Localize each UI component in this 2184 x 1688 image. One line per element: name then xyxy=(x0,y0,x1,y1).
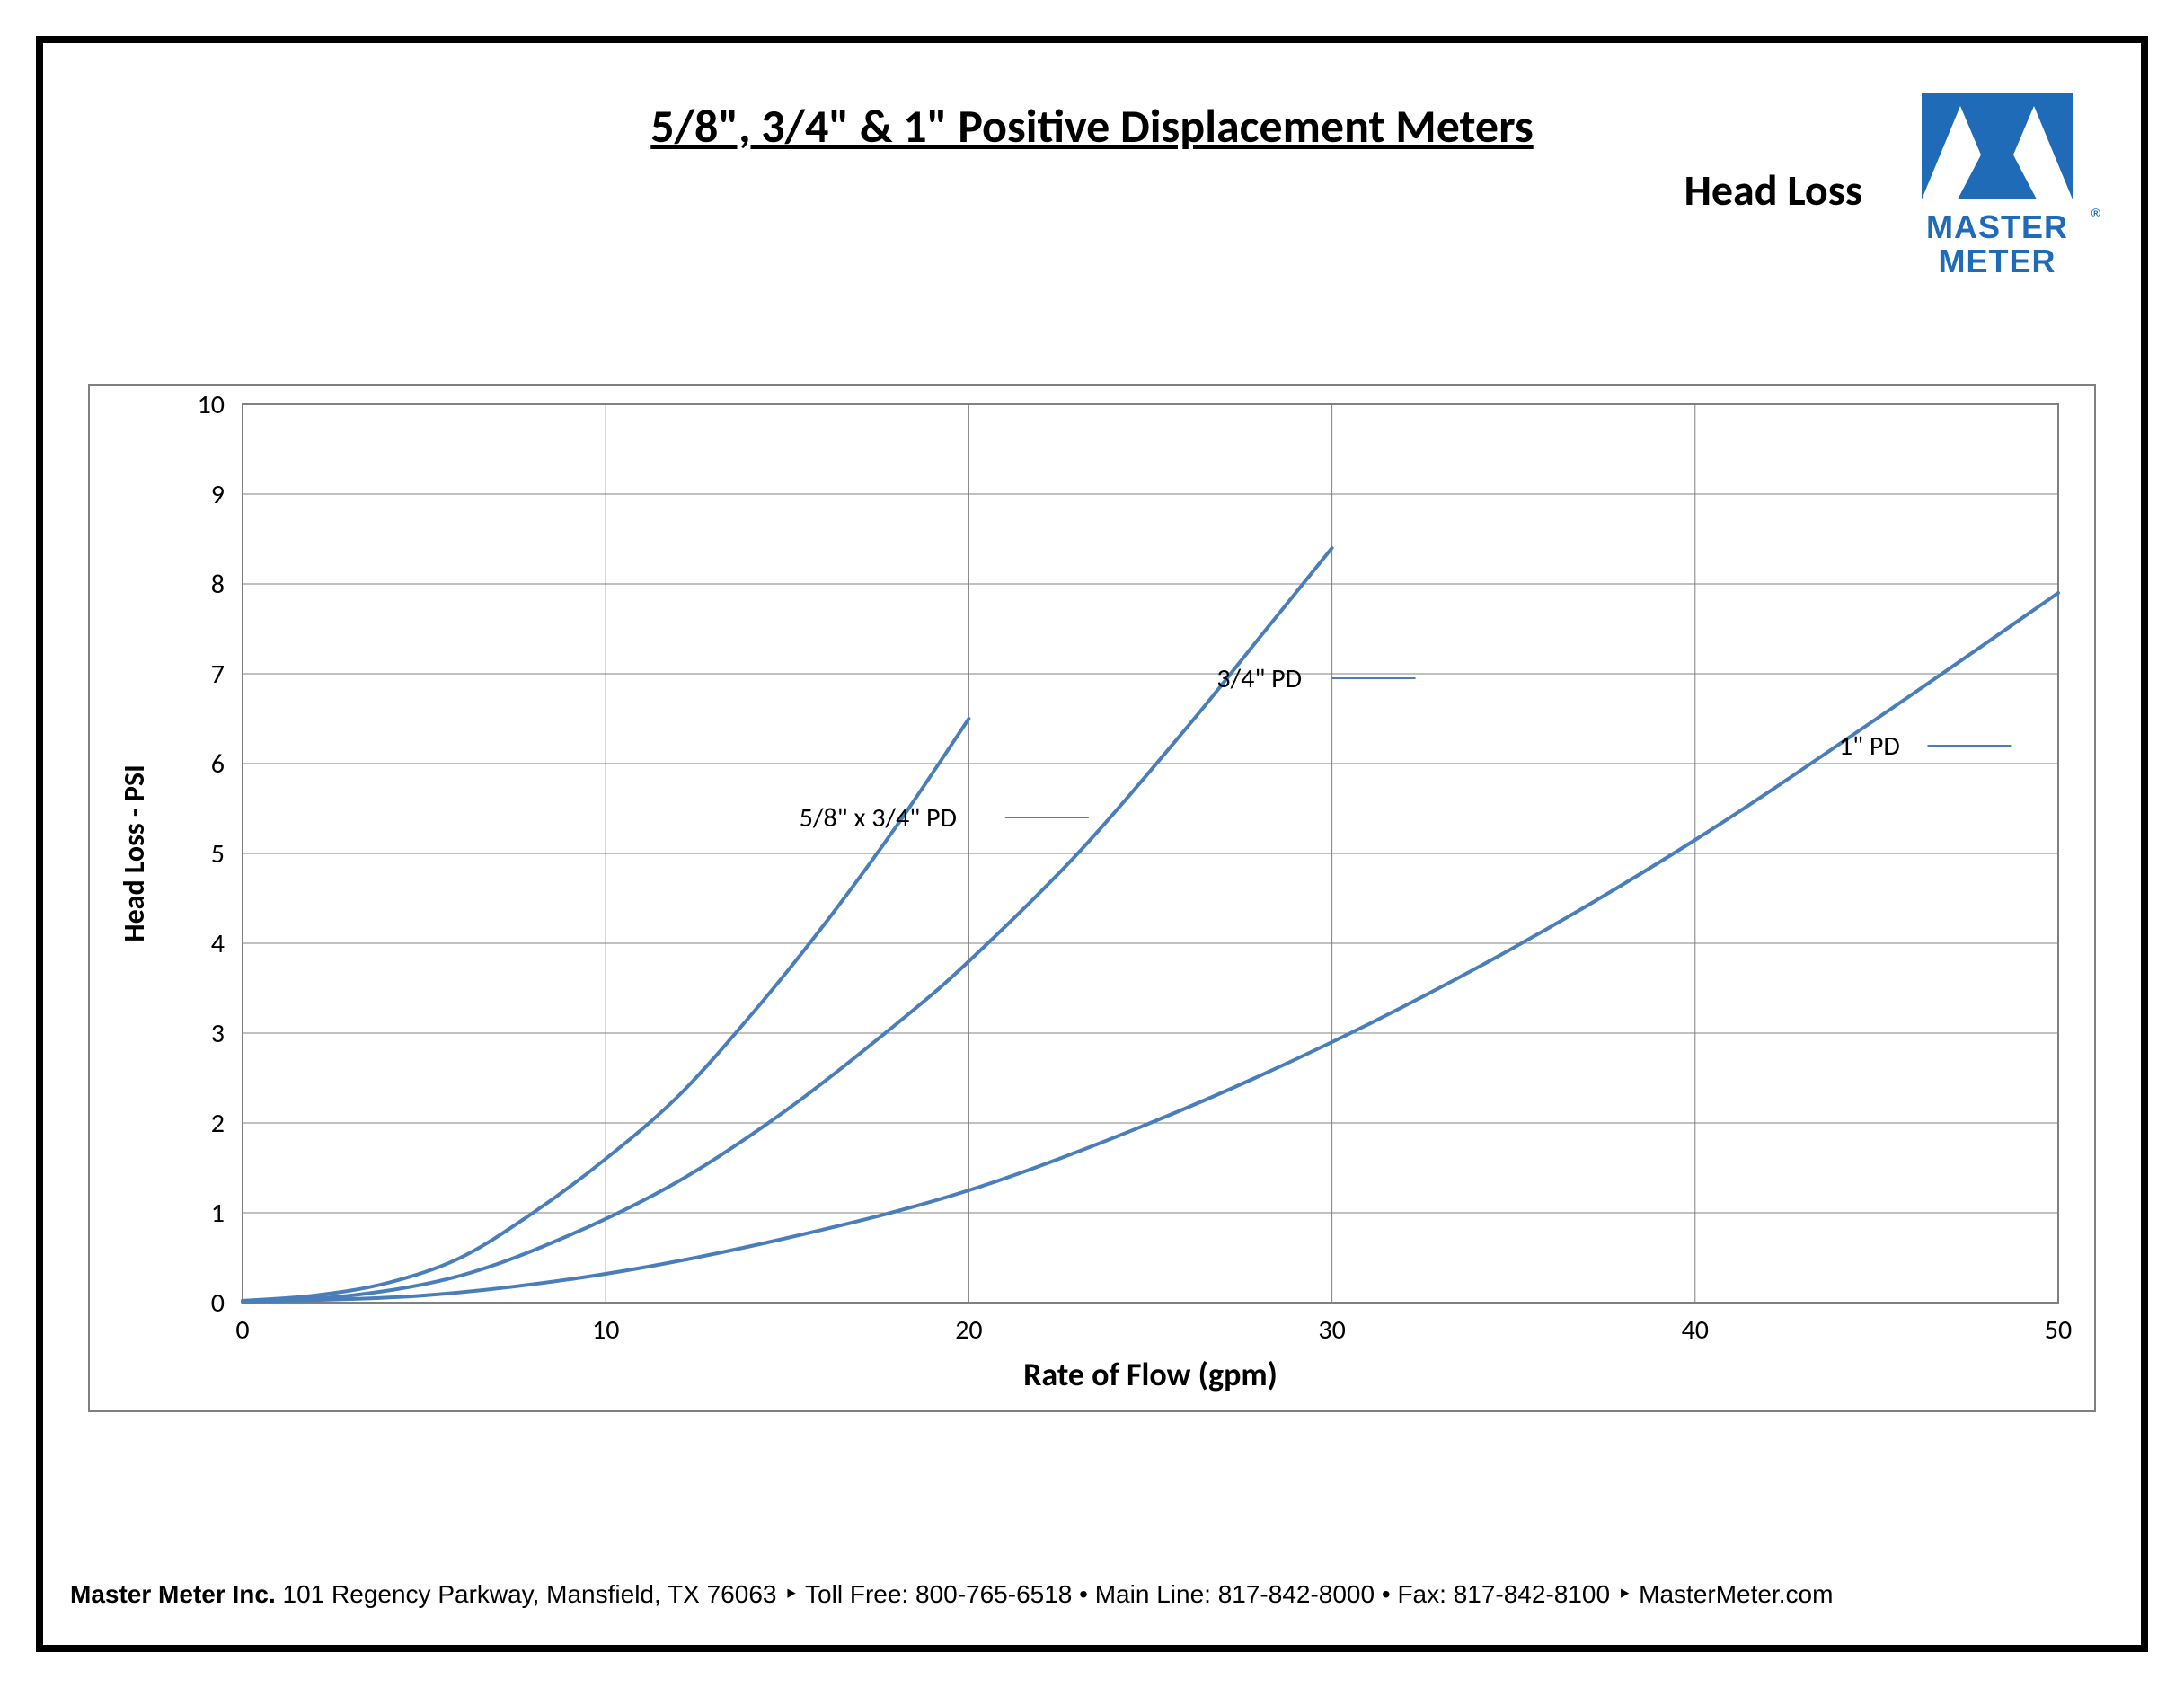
footer-bullet1: • xyxy=(1079,1580,1095,1608)
logo-icon xyxy=(1916,88,2078,205)
y-tick-label: 9 xyxy=(211,478,225,511)
y-tick-label: 10 xyxy=(198,388,225,421)
series-label: 1" PD xyxy=(1839,729,1900,763)
y-tick-label: 3 xyxy=(211,1017,225,1050)
y-tick-label: 4 xyxy=(211,927,225,960)
footer-bullet2: • xyxy=(1382,1580,1398,1608)
document-frame: 5/8", 3/4" & 1" Positive Displacement Me… xyxy=(36,36,2148,1652)
y-tick-label: 0 xyxy=(211,1286,225,1320)
footer-sep2: ‣ xyxy=(1617,1580,1639,1608)
footer-website: MasterMeter.com xyxy=(1639,1580,1833,1608)
footer-mainline-label: Main Line: xyxy=(1095,1580,1211,1608)
logo-text: ® MASTER METER xyxy=(1907,210,2087,278)
footer-fax: 817-842-8100 xyxy=(1454,1580,1610,1608)
footer-address: 101 Regency Parkway, Mansfield, TX 76063 xyxy=(283,1580,777,1608)
y-tick-label: 6 xyxy=(211,747,225,781)
logo-line2: METER xyxy=(1907,244,2087,278)
x-tick-label: 10 xyxy=(592,1313,619,1347)
registered-mark: ® xyxy=(2091,207,2101,220)
title-main: 5/8", 3/4" & 1" Positive Displacement Me… xyxy=(650,97,1533,155)
x-tick-label: 50 xyxy=(2045,1313,2072,1347)
x-tick-label: 0 xyxy=(235,1313,249,1347)
title-sub: Head Loss xyxy=(43,163,2141,217)
y-axis-label: Head Loss - PSI xyxy=(117,764,152,941)
logo: ® MASTER METER xyxy=(1907,88,2087,278)
y-tick-label: 8 xyxy=(211,568,225,601)
y-tick-label: 7 xyxy=(211,658,225,691)
series-label: 5/8" x 3/4" PD xyxy=(800,801,957,835)
y-tick-label: 2 xyxy=(211,1107,225,1140)
footer-sep1: ‣ xyxy=(783,1580,805,1608)
chart-container: 0 10 20 30 40 50 0 1 2 3 4 5 6 7 8 9 10 Rate of Flow (gpm… xyxy=(88,384,2096,1412)
head-loss-chart: 0 10 20 30 40 50 0 1 2 3 4 5 6 7 8 9 10 Rate of Flow (gpm… xyxy=(90,386,2094,1410)
series-label: 3/4" PD xyxy=(1216,662,1302,695)
logo-line1: MASTER xyxy=(1907,210,2087,244)
x-axis-label: Rate of Flow (gpm) xyxy=(1023,1355,1278,1394)
x-tick-label: 20 xyxy=(955,1313,982,1347)
footer-tollfree-label: Toll Free: xyxy=(805,1580,908,1608)
footer-mainline: 817-842-8000 xyxy=(1218,1580,1375,1608)
y-tick-label: 1 xyxy=(211,1197,225,1230)
footer: Master Meter Inc. 101 Regency Parkway, M… xyxy=(70,1579,2114,1609)
header: 5/8", 3/4" & 1" Positive Displacement Me… xyxy=(43,97,2141,217)
x-tick-label: 30 xyxy=(1318,1313,1345,1347)
y-tick-label: 5 xyxy=(211,837,225,871)
footer-company: Master Meter Inc. xyxy=(70,1580,276,1608)
footer-fax-label: Fax: xyxy=(1397,1580,1446,1608)
x-tick-label: 40 xyxy=(1682,1313,1709,1347)
footer-tollfree: 800-765-6518 xyxy=(915,1580,1072,1608)
